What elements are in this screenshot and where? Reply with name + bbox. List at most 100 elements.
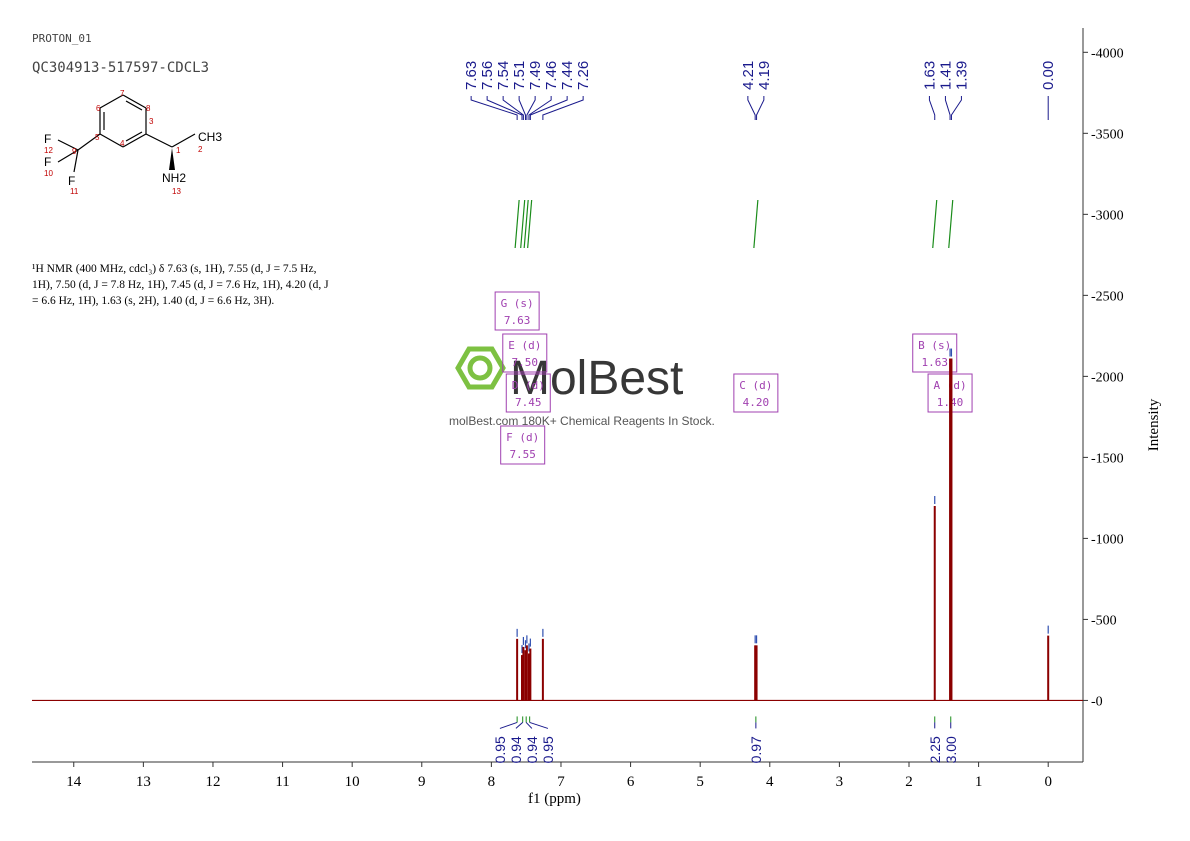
atom-number: 9 <box>72 147 77 156</box>
atom-number: 10 <box>44 169 53 178</box>
y-tick-label: -2000 <box>1091 370 1124 385</box>
multiplet-shift: 7.55 <box>509 448 536 461</box>
peak-label-connector <box>944 96 951 120</box>
x-axis-label: f1 (ppm) <box>528 791 581 807</box>
peak-label-connector <box>486 96 523 120</box>
peak-shift-label: 7.51 <box>511 61 528 90</box>
peak-shift-label: 1.39 <box>953 61 970 90</box>
peak-shift-label: 0.00 <box>1040 61 1057 90</box>
multiplet-boxes: G (s) 7.63 E (d) 7.50 D (d) 7.45 F (d) 7.55 C (d… <box>494 291 973 465</box>
integral-curve <box>932 199 938 249</box>
multiplet-box <box>494 291 540 331</box>
multiplet-shift: 4.20 <box>743 396 770 409</box>
peak-label-connector <box>526 96 536 120</box>
x-tick-label: 2 <box>905 774 913 790</box>
y-tick-label: -2500 <box>1091 289 1124 304</box>
peak-shift-label: 1.41 <box>937 61 954 90</box>
peak-label-connector <box>502 96 524 120</box>
atom-number: 3 <box>149 117 154 126</box>
integration-connector <box>515 722 524 729</box>
chemical-structure <box>57 94 196 173</box>
atom-number: 11 <box>70 187 79 196</box>
y-tick-label: -3000 <box>1091 208 1124 223</box>
x-tick-label: 9 <box>418 774 426 790</box>
integration-connector <box>525 722 533 729</box>
multiplet-label: C (d) <box>739 379 772 392</box>
atom-f-label: F <box>44 155 51 169</box>
y-axis-label: Intensity <box>1146 398 1162 451</box>
x-tick-label: 12 <box>205 774 220 790</box>
peak-shift-label: 7.46 <box>543 61 560 90</box>
x-tick-label: 6 <box>627 774 635 790</box>
x-tick-label: 1 <box>975 774 983 790</box>
peak-label-connector <box>756 96 765 120</box>
integration-labels: 0.95 0.94 0.94 0.95 0.97 2.25 3.00 <box>492 716 959 763</box>
atom-number: 2 <box>198 145 203 154</box>
multiplet-shift: 7.45 <box>515 396 542 409</box>
peak-shift-label: 7.44 <box>559 61 576 90</box>
atom-number: 8 <box>146 104 151 113</box>
multiplet-shift: 7.50 <box>512 356 539 369</box>
peak-shift-label: 4.19 <box>756 61 773 90</box>
peak-shift-label: 7.49 <box>527 61 544 90</box>
y-tick-label: -3500 <box>1091 127 1124 142</box>
peak-label-connector <box>528 96 552 120</box>
peak-label-connector <box>470 96 518 120</box>
integral-curve <box>753 199 759 249</box>
multiplet-box <box>912 333 958 373</box>
nmr-description-line: = 6.6 Hz, 1H), 1.63 (s, 2H), 1.40 (d, J … <box>32 295 274 307</box>
peak-shift-label: 4.21 <box>740 61 757 90</box>
integration-value: 0.95 <box>540 736 556 763</box>
multiplet-label: G (s) <box>501 297 534 310</box>
integration-connector <box>499 721 518 729</box>
multiplet-box <box>502 333 548 373</box>
peak-label-connector <box>518 96 526 120</box>
multiplet-shift: 7.63 <box>504 314 531 327</box>
peak-shift-label: 7.63 <box>463 61 480 90</box>
atom-nh2-label: NH2 <box>162 171 186 185</box>
peak-label-connector <box>529 96 568 120</box>
peak-label-connector <box>542 96 584 120</box>
x-tick-label: 4 <box>766 774 774 790</box>
multiplet-label: D (d) <box>512 379 545 392</box>
multiplet-shift: 1.63 <box>921 356 948 369</box>
integration-value: 2.25 <box>927 736 943 763</box>
x-tick-label: 7 <box>557 774 565 790</box>
atom-number: 5 <box>95 133 100 142</box>
peak-label-connector <box>950 96 962 120</box>
integral-curve <box>514 199 520 249</box>
atom-number: 1 <box>176 146 181 155</box>
x-tick-label: 14 <box>66 774 82 790</box>
atom-number: 4 <box>120 139 125 148</box>
atom-f-label: F <box>68 174 75 188</box>
integration-connector <box>529 721 549 729</box>
integration-value: 0.95 <box>492 736 508 763</box>
y-tick-label: -500 <box>1091 613 1117 628</box>
watermark-brand: MolBest <box>510 352 683 405</box>
integral-curve <box>948 199 954 249</box>
integration-value: 3.00 <box>943 736 959 763</box>
integral-curve <box>523 199 529 249</box>
multiplet-label: F (d) <box>506 431 539 444</box>
header-sample-id: QC304913-517597-CDCL3 <box>32 60 209 76</box>
integral-curve <box>527 199 533 249</box>
atom-number: 13 <box>172 187 181 196</box>
watermark-logo-icon <box>455 346 506 390</box>
spectrum <box>32 348 1083 702</box>
x-tick-label: 10 <box>345 774 360 790</box>
multiplet-box <box>505 373 551 413</box>
structure-labels: F F F CH3 NH2 1 2 3 4 5 6 7 8 9 10 11 12… <box>44 89 222 196</box>
peak-shift-label: 1.63 <box>921 61 938 90</box>
chart-axes: 14 13 12 11 10 9 8 7 6 5 4 3 2 1 0-0-500-1000-1500-200… <box>32 28 1124 790</box>
x-tick-label: 13 <box>136 774 151 790</box>
atom-f-label: F <box>44 132 51 146</box>
peak-shift-label: 7.54 <box>495 61 512 90</box>
atom-number: 7 <box>120 89 125 98</box>
nmr-description-line: ¹H NMR (400 MHz, cdcl₃) δ 7.63 (s, 1H), … <box>32 263 317 275</box>
integral-curves <box>514 199 954 249</box>
multiplet-box <box>500 425 546 465</box>
peak-shift-label: 7.56 <box>479 61 496 90</box>
y-tick-label: -1000 <box>1091 532 1124 547</box>
atom-number: 6 <box>96 104 101 113</box>
